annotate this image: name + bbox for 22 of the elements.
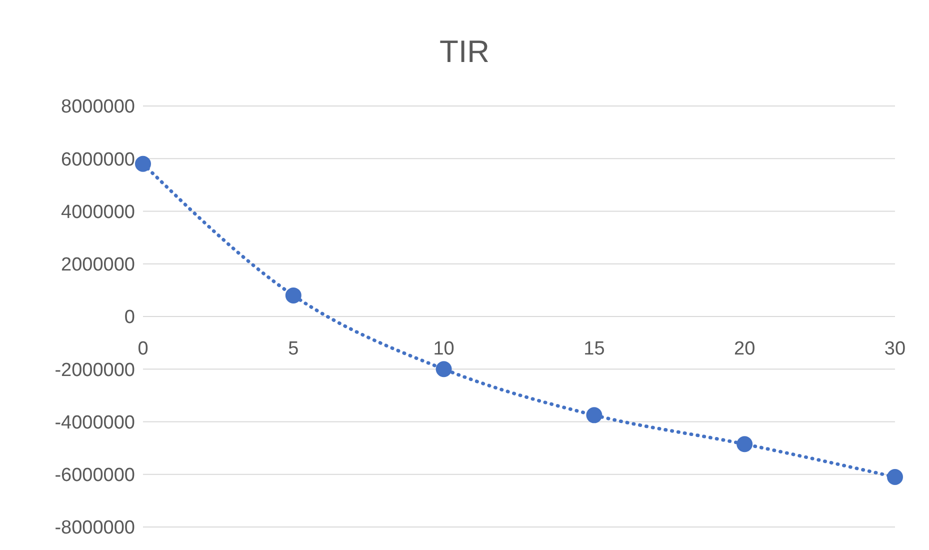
point [887,469,903,486]
chart-title: TIR [438,34,490,70]
x-tick-label: 5 [288,338,299,360]
y-tick-label: 2000000 [61,254,135,276]
y-tick-label: 0 [124,307,135,328]
point [285,287,302,304]
y-tick-label: 8000000 [61,96,135,118]
y-tick-label: -8000000 [54,518,135,539]
x-tick-label: 20 [734,338,756,360]
x-tick-label: 0 [138,338,148,360]
point [436,361,452,378]
point [586,407,602,424]
point [135,156,151,172]
point [736,436,753,452]
y-tick-label: -6000000 [54,465,135,486]
y-tick-label: 6000000 [61,149,135,170]
x-tick-label: 10 [433,338,454,360]
y-tick-label: 4000000 [61,202,135,223]
y-tick-label: -2000000 [54,360,135,381]
x-tick-label: 15 [584,338,605,360]
x-tick-label: 30 [884,338,906,360]
y-tick-label: -4000000 [54,412,135,434]
